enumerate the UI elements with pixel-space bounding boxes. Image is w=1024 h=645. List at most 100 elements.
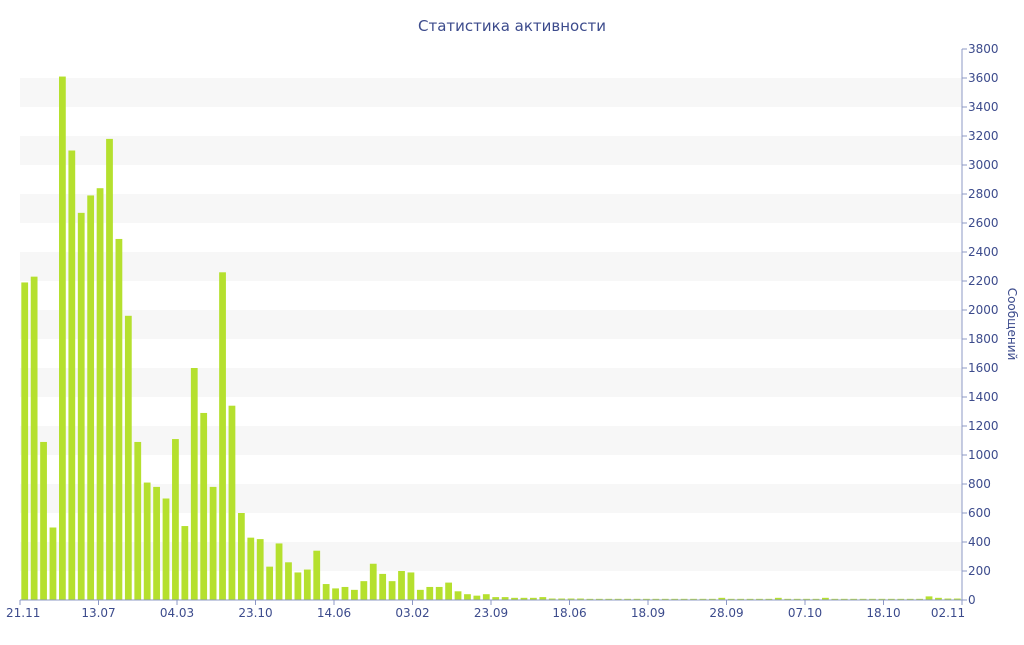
grid-bands xyxy=(20,78,962,571)
x-tick-label: 14.06 xyxy=(317,606,351,620)
bar xyxy=(322,584,330,600)
bar xyxy=(181,526,189,600)
bar xyxy=(398,571,405,600)
bar xyxy=(407,572,415,600)
bar xyxy=(727,598,735,600)
bar xyxy=(548,598,556,600)
bar xyxy=(351,589,358,600)
y-tick-label: 3800 xyxy=(968,42,999,56)
bar xyxy=(115,238,123,600)
bar xyxy=(605,598,613,600)
bar xyxy=(784,598,792,600)
bar xyxy=(285,562,292,600)
grid-band xyxy=(20,426,962,455)
bar xyxy=(134,441,142,600)
y-axis-label: Сообщений xyxy=(1005,288,1019,361)
y-tick-label: 2200 xyxy=(968,274,999,288)
bar xyxy=(567,598,575,600)
y-tick-label: 3600 xyxy=(968,71,999,85)
chart-title: Статистика активности xyxy=(418,17,606,35)
bar xyxy=(737,598,745,600)
bar xyxy=(756,598,763,600)
y-tick-label: 3400 xyxy=(968,100,999,114)
bar xyxy=(699,598,707,600)
bar xyxy=(303,569,311,600)
bar xyxy=(793,598,801,600)
x-axis-ticks: 21.11 13.07 04.03 23.10 14.06 03.02 23.09 18.06… xyxy=(6,600,965,620)
bar xyxy=(774,597,782,600)
bar xyxy=(897,598,905,600)
x-tick-label: 03.02 xyxy=(395,606,429,620)
bar xyxy=(614,598,622,600)
bar xyxy=(869,598,876,600)
bar xyxy=(275,543,283,600)
bar xyxy=(256,539,264,600)
bar xyxy=(661,598,669,600)
bar xyxy=(887,598,895,600)
bar xyxy=(765,598,773,600)
bar xyxy=(172,439,179,600)
bar xyxy=(746,598,754,600)
grid-band xyxy=(20,310,962,339)
grid-band xyxy=(20,252,962,281)
x-tick-label: 02.11 xyxy=(931,606,965,620)
bar xyxy=(454,591,462,600)
bar xyxy=(680,598,688,600)
bar xyxy=(294,572,302,600)
bar xyxy=(577,598,584,600)
bar xyxy=(341,586,349,600)
y-tick-label: 2400 xyxy=(968,245,999,259)
bar xyxy=(925,596,933,601)
y-tick-label: 600 xyxy=(968,506,991,520)
bar xyxy=(530,597,537,600)
y-tick-label: 200 xyxy=(968,564,991,578)
bar xyxy=(228,405,236,600)
bar xyxy=(878,598,886,600)
bar xyxy=(106,138,113,600)
x-tick-label: 21.11 xyxy=(6,606,40,620)
y-tick-label: 1600 xyxy=(968,361,999,375)
bar xyxy=(690,598,697,600)
bar xyxy=(671,598,679,600)
x-tick-label: 07.10 xyxy=(788,606,822,620)
bar xyxy=(190,368,198,600)
bar xyxy=(624,598,631,600)
bar xyxy=(558,598,566,600)
bar xyxy=(822,597,829,600)
bar xyxy=(953,598,961,600)
bar xyxy=(643,598,650,600)
y-tick-label: 2800 xyxy=(968,187,999,201)
bar xyxy=(435,586,443,600)
bar xyxy=(237,513,245,600)
bar xyxy=(652,598,660,600)
y-tick-label: 3200 xyxy=(968,129,999,143)
x-tick-label: 18.10 xyxy=(866,606,900,620)
bar xyxy=(482,594,490,600)
y-tick-label: 1000 xyxy=(968,448,999,462)
bar xyxy=(68,150,76,600)
bar xyxy=(332,588,339,600)
bar xyxy=(219,272,226,600)
grid-band xyxy=(20,368,962,397)
y-tick-label: 2000 xyxy=(968,303,999,317)
bar xyxy=(859,598,867,600)
bar xyxy=(143,482,151,600)
bar xyxy=(30,276,38,600)
x-tick-label: 23.10 xyxy=(238,606,272,620)
y-tick-label: 2600 xyxy=(968,216,999,230)
bar xyxy=(718,597,726,600)
bar xyxy=(473,595,481,600)
bar xyxy=(916,598,923,600)
bar xyxy=(266,566,274,600)
bar xyxy=(40,441,47,600)
bar xyxy=(840,598,848,600)
y-tick-label: 3000 xyxy=(968,158,999,172)
bar xyxy=(59,76,66,601)
y-tick-label: 1200 xyxy=(968,419,999,433)
bar xyxy=(49,527,57,600)
grid-band xyxy=(20,542,962,571)
x-tick-label: 28.09 xyxy=(709,606,743,620)
bar xyxy=(313,550,321,600)
